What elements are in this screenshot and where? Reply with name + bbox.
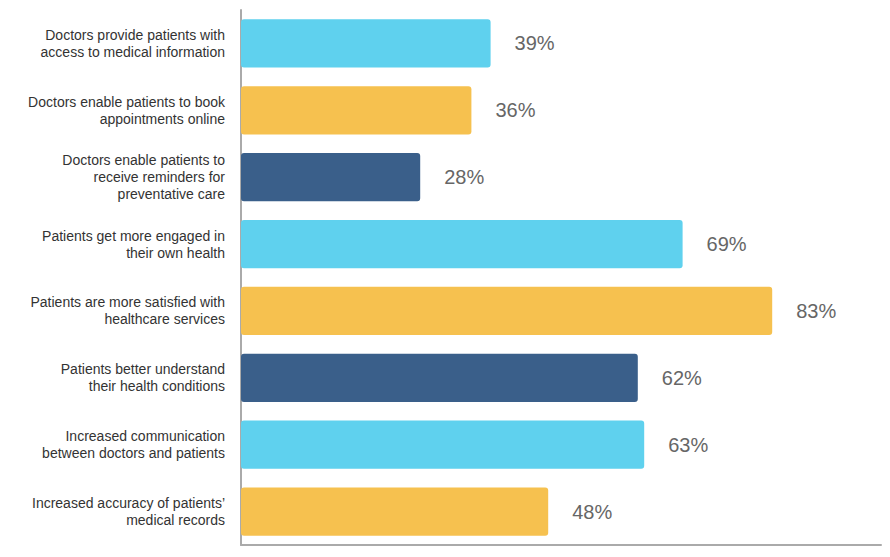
svg-text:Doctors enable patients to: Doctors enable patients to — [62, 152, 225, 168]
svg-text:their own health: their own health — [126, 245, 225, 261]
svg-text:their health conditions: their health conditions — [89, 378, 225, 394]
svg-text:48%: 48% — [572, 501, 612, 523]
svg-text:medical records: medical records — [126, 512, 225, 528]
svg-text:Increased communication: Increased communication — [65, 428, 225, 444]
svg-text:preventative care: preventative care — [118, 186, 226, 202]
svg-text:63%: 63% — [668, 434, 708, 456]
svg-text:access to medical information: access to medical information — [41, 44, 225, 60]
svg-text:39%: 39% — [515, 32, 555, 54]
svg-text:appointments online: appointments online — [100, 111, 226, 127]
svg-text:Doctors provide patients with: Doctors provide patients with — [45, 27, 225, 43]
svg-text:Doctors enable patients to boo: Doctors enable patients to book — [28, 94, 226, 110]
svg-text:28%: 28% — [444, 166, 484, 188]
svg-text:healthcare services: healthcare services — [104, 311, 225, 327]
svg-text:69%: 69% — [707, 233, 747, 255]
svg-text:Increased accuracy of patients: Increased accuracy of patients’ — [32, 495, 225, 511]
svg-text:83%: 83% — [796, 300, 836, 322]
svg-text:Patients get more engaged in: Patients get more engaged in — [42, 228, 225, 244]
svg-text:Patients are more satisfied wi: Patients are more satisfied with — [30, 294, 225, 310]
svg-text:between doctors and patients: between doctors and patients — [42, 445, 225, 461]
svg-text:62%: 62% — [662, 367, 702, 389]
svg-text:receive reminders for: receive reminders for — [94, 169, 226, 185]
svg-text:Patients better understand: Patients better understand — [61, 361, 225, 377]
svg-text:36%: 36% — [495, 99, 535, 121]
